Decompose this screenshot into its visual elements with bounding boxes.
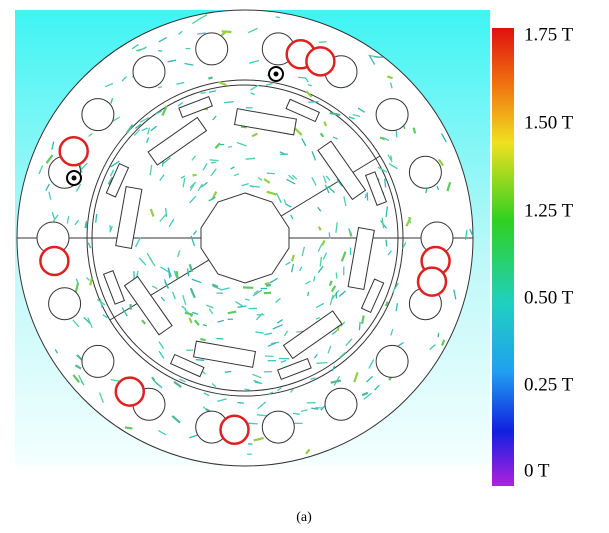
field-arrow (414, 128, 416, 134)
field-arrow (350, 232, 351, 236)
field-arrow (211, 162, 216, 163)
coil (306, 47, 334, 75)
coil (221, 416, 249, 444)
stator-slot (133, 56, 165, 88)
field-arrow (266, 285, 271, 286)
stator-slot (376, 99, 408, 131)
field-arrow (359, 322, 360, 330)
colorbar-label: 0 T (524, 460, 550, 481)
colorbar-label: 1.25 T (524, 200, 574, 221)
field-arrow (237, 403, 243, 404)
field-arrow (298, 77, 306, 78)
stator-slot (82, 345, 114, 377)
stator-slot (82, 99, 114, 131)
field-arrow (200, 339, 205, 340)
field-arrow (193, 175, 197, 176)
stator-slot (49, 288, 81, 320)
field-arrow (319, 42, 327, 43)
colorbar-label: 0.25 T (524, 374, 574, 395)
current-marker-dot (274, 72, 279, 77)
coil (418, 268, 446, 296)
field-arrow (228, 147, 232, 148)
field-arrow (264, 293, 271, 294)
stator-slot (262, 411, 294, 443)
field-arrow (329, 232, 330, 238)
field-arrow (308, 102, 318, 103)
field-arrow (365, 194, 366, 198)
field-arrow (308, 292, 309, 296)
field-arrow (386, 240, 387, 247)
field-arrow (317, 363, 328, 364)
current-marker-dot (72, 176, 77, 181)
field-arrow (385, 179, 386, 188)
field-arrow (362, 316, 364, 324)
field-arrow (208, 78, 212, 79)
coil (40, 247, 68, 275)
stator-slot (409, 156, 441, 188)
stator-slot (376, 345, 408, 377)
field-arrow (246, 158, 255, 159)
field-arrow (396, 131, 397, 138)
stator-slot (196, 33, 228, 65)
colorbar-label: 1.50 T (524, 112, 574, 133)
field-arrow (374, 57, 382, 58)
field-arrow (225, 372, 232, 373)
motor-cross-section (17, 10, 473, 466)
caption: (a) (296, 510, 312, 525)
field-arrow (196, 360, 205, 361)
coil (116, 378, 144, 406)
figure: 1.75 T 1.50 T 1.25 T 0.50 T 0.25 T 0 T (… (0, 0, 609, 533)
colorbar-label: 0.50 T (524, 287, 574, 308)
field-arrow (158, 51, 162, 52)
field-arrow (125, 428, 132, 429)
stator-slot (325, 388, 357, 420)
colorbar-label: 1.75 T (524, 24, 574, 45)
field-arrow (426, 189, 427, 193)
field-arrow (224, 102, 234, 103)
field-arrow (222, 31, 232, 32)
field-arrow (248, 423, 258, 424)
colorbar (492, 28, 514, 486)
field-arrow (265, 283, 269, 284)
field-arrow (210, 160, 219, 161)
coil (60, 137, 88, 165)
field-arrow (336, 273, 337, 279)
